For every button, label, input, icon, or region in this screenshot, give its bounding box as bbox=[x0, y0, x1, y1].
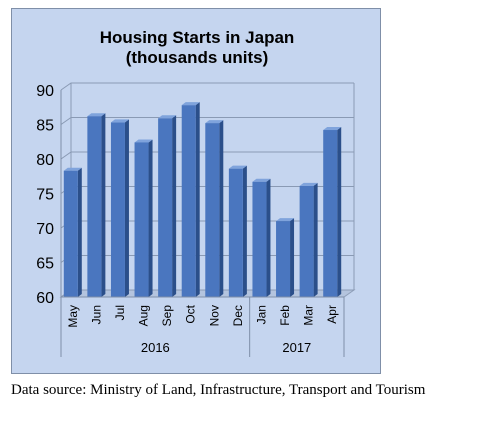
bar-jul bbox=[110, 122, 125, 298]
y-tick-label: 85 bbox=[36, 118, 54, 135]
bar-top-nov bbox=[205, 120, 224, 124]
x-tick-label: Oct bbox=[184, 304, 198, 323]
x-tick-label: Jun bbox=[89, 305, 103, 324]
y-tick-label: 60 bbox=[36, 290, 54, 307]
bar-sep bbox=[158, 118, 173, 297]
bar-side-apr bbox=[337, 127, 342, 298]
x-tick-label: Mar bbox=[302, 305, 316, 326]
bar-side-sep bbox=[172, 115, 177, 297]
bar-top-may bbox=[63, 167, 82, 171]
bar-jun bbox=[87, 116, 102, 297]
x-tick-label: Dec bbox=[231, 305, 245, 326]
y-tick-label: 70 bbox=[36, 221, 54, 238]
source-note: Data source: Ministry of Land, Infrastru… bbox=[11, 382, 426, 398]
bar-dec bbox=[228, 168, 243, 297]
x-tick-label: Apr bbox=[325, 305, 339, 324]
bar-top-oct bbox=[181, 102, 200, 106]
chart-title-line-0: Housing Starts in Japan bbox=[100, 28, 295, 47]
bar-aug bbox=[134, 142, 149, 297]
x-tick-label: Aug bbox=[137, 305, 151, 326]
bar-side-jul bbox=[124, 119, 129, 298]
y-tick-label: 90 bbox=[36, 83, 54, 100]
y-tick-label: 75 bbox=[36, 187, 54, 204]
x-tick-label: Jul bbox=[113, 305, 127, 320]
bar-top-jun bbox=[87, 113, 106, 117]
bar-feb bbox=[276, 221, 291, 297]
bar-side-jun bbox=[101, 113, 106, 297]
x-tick-label: Sep bbox=[160, 305, 174, 327]
x-tick-label: Jan bbox=[254, 305, 268, 324]
bar-chart: Housing Starts in Japan(thousands units)… bbox=[36, 28, 356, 357]
x-tick-label: Feb bbox=[278, 305, 292, 326]
group-label-2016: 2016 bbox=[141, 340, 170, 355]
bar-top-jan bbox=[252, 178, 271, 182]
chart-frame: Housing Starts in Japan (thousands units)… bbox=[11, 8, 381, 374]
group-label-2017: 2017 bbox=[282, 340, 311, 355]
bar-top-feb bbox=[276, 218, 295, 222]
bar-top-aug bbox=[134, 139, 153, 143]
x-tick-label: Nov bbox=[207, 305, 221, 326]
bar-top-jul bbox=[110, 119, 129, 123]
bar-side-jan bbox=[266, 178, 271, 297]
bar-side-aug bbox=[148, 139, 153, 297]
bar-apr bbox=[323, 130, 338, 297]
x-tick-label: May bbox=[66, 305, 80, 328]
bar-mar bbox=[299, 185, 314, 297]
bar-side-feb bbox=[290, 218, 295, 297]
bar-side-nov bbox=[219, 120, 224, 298]
y-tick-label: 65 bbox=[36, 256, 54, 273]
bar-top-sep bbox=[158, 115, 177, 119]
y-gridline bbox=[60, 82, 354, 91]
bar-side-may bbox=[77, 167, 82, 297]
bar-side-dec bbox=[242, 165, 247, 297]
bar-may bbox=[63, 170, 78, 297]
bar-nov bbox=[205, 123, 220, 298]
bar-side-oct bbox=[195, 102, 200, 298]
bar-oct bbox=[181, 105, 196, 298]
chart-title-line-1: (thousands units) bbox=[126, 48, 269, 67]
bar-top-apr bbox=[323, 127, 342, 131]
bar-top-mar bbox=[299, 182, 318, 186]
bar-jan bbox=[252, 181, 267, 297]
bar-top-dec bbox=[228, 165, 247, 169]
y-tick-label: 80 bbox=[36, 152, 54, 169]
bar-side-mar bbox=[313, 182, 318, 297]
